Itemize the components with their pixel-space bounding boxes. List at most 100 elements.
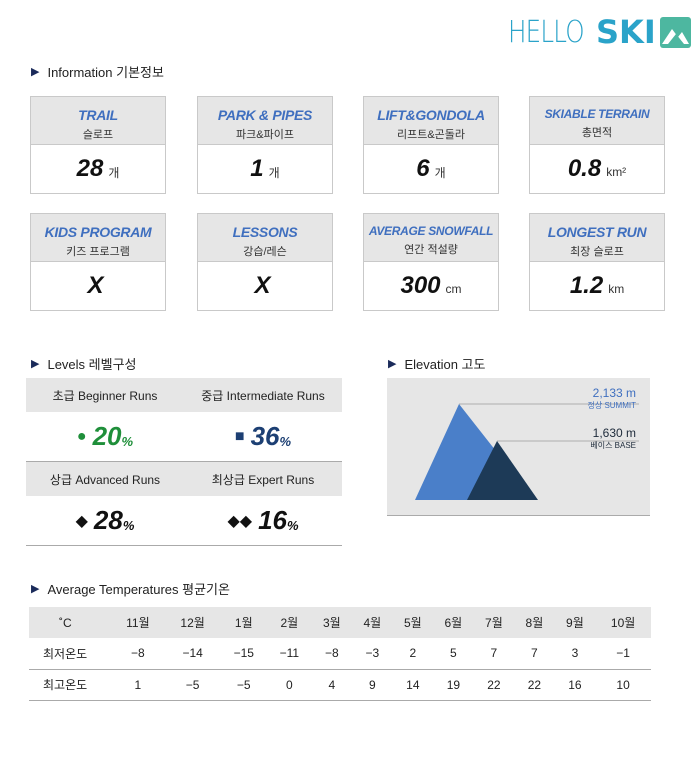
card-ko-label: 연간 적설량 (404, 244, 458, 256)
month-header: 6월 (444, 616, 463, 630)
elevation-title-text: Elevation 고도 (404, 357, 486, 372)
card-ko-label: 강습/레슨 (243, 246, 287, 258)
table-cell: −1 (616, 646, 630, 661)
elevation-mountains (415, 403, 639, 500)
blue-square-icon: ■ (234, 427, 245, 445)
card-en-label: TRAIL (78, 107, 118, 123)
info-card-trail: TRAIL 슬로프 28 개 (30, 96, 166, 194)
temperatures-title-text: Average Temperatures 평균기온 (47, 582, 230, 597)
table-cell: 2 (409, 646, 417, 661)
temperature-table: ˚C 11월 12월 1월 2월 3월 4월 5월 6월 7월 8월 9월 10… (29, 607, 651, 701)
row-label: 최고온도 (43, 678, 88, 692)
table-cell: 14 (406, 677, 420, 692)
summit-elevation: 2,133 m (592, 386, 636, 400)
info-card-skiable-terrain: SKIABLE TERRAIN 총면적 0.8 km² (529, 96, 665, 194)
levels-title-text: Levels 레벨구성 (47, 357, 137, 372)
card-en-label: LONGEST RUN (547, 224, 647, 240)
percent-sign: % (121, 434, 134, 449)
advanced-value: ◆ 28 % (26, 496, 184, 545)
month-header: 4월 (363, 616, 382, 630)
table-cell: −3 (365, 646, 380, 661)
info-section-title: ▶ Information 기본정보 (31, 62, 164, 81)
elevation-section-title: ▶ Elevation 고도 (388, 354, 485, 373)
info-title-text: Information 기본정보 (47, 65, 164, 80)
percent-sign: % (286, 518, 299, 533)
summit-caption: 정상 SUMMIT (587, 401, 637, 410)
table-cell: 0 (285, 677, 293, 692)
base-mountain-shape (467, 441, 538, 500)
levels-header-row: 초급 Beginner Runs 중급 Intermediate Runs (26, 378, 342, 412)
beginner-percent: 20 (92, 421, 122, 451)
month-header: 7월 (485, 616, 503, 630)
month-header: 5월 (403, 616, 422, 630)
card-ko-label: 슬로프 (82, 129, 114, 141)
intermediate-percent: 36 (250, 421, 280, 451)
card-ko-label: 리프트&곤돌라 (396, 129, 466, 141)
card-en-label: PARK & PIPES (217, 107, 313, 123)
expert-label: 최상급 Expert Runs (211, 472, 315, 487)
table-cell: 22 (527, 677, 542, 692)
table-row-max-temp: 최고온도 1 −5 −5 0 4 9 14 19 22 22 16 10 (29, 669, 651, 700)
table-cell: 9 (368, 677, 376, 692)
percent-sign: % (122, 518, 135, 533)
base-label: 1,630 m 베이스 BASE (590, 426, 636, 451)
table-cell: −14 (182, 646, 203, 661)
card-unit: 개 (108, 165, 120, 180)
card-en-label: AVERAGE SNOWFALL (368, 224, 494, 238)
elevation-diagram: 2,133 m 정상 SUMMIT 1,630 m 베이스 BASE (387, 378, 650, 516)
mountain-logo-icon (659, 16, 691, 48)
row-label: 최저온도 (43, 646, 88, 661)
card-value: X (254, 272, 271, 299)
advanced-label: 상급 Advanced Runs (49, 472, 161, 487)
table-cell: −5 (185, 677, 200, 692)
card-unit: 개 (268, 165, 280, 180)
temperatures-section-title: ▶ Average Temperatures 평균기온 (31, 579, 230, 598)
card-value: X (87, 272, 104, 299)
month-header: 8월 (525, 616, 544, 630)
table-cell: −15 (233, 646, 254, 661)
levels-table: 초급 Beginner Runs 중급 Intermediate Runs ● … (26, 378, 342, 546)
levels-section-title: ▶ Levels 레벨구성 (31, 354, 137, 373)
percent-sign: % (279, 434, 292, 449)
green-circle-icon: ● (76, 427, 87, 445)
info-card-average-snowfall: AVERAGE SNOWFALL 연간 적설량 300 cm (363, 213, 499, 311)
triangle-bullet-icon: ▶ (31, 358, 40, 370)
expert-value: ◆◆ 16 % (184, 496, 342, 545)
table-cell: 4 (328, 677, 336, 692)
summit-label: 2,133 m 정상 SUMMIT (588, 386, 637, 411)
card-value: 300 (400, 272, 441, 299)
month-header: 9월 (566, 616, 584, 630)
table-cell: −8 (324, 646, 339, 661)
month-header: 10월 (610, 616, 636, 630)
table-row-min-temp: 최저온도 −8 −14 −15 −11 −8 −3 2 5 7 7 3 −1 (29, 638, 651, 669)
table-cell: 10 (616, 677, 630, 692)
table-cell: 7 (531, 646, 538, 661)
card-value: 0.8 (567, 155, 602, 182)
card-en-label: LESSONS (232, 224, 298, 240)
info-card-longest-run: LONGEST RUN 최장 슬로프 1.2 km (529, 213, 665, 311)
table-cell: 22 (487, 677, 501, 692)
beginner-label: 초급 Beginner Runs (52, 388, 158, 403)
advanced-percent: 28 (93, 505, 123, 535)
month-header: 3월 (322, 616, 341, 630)
table-cell: 5 (450, 646, 457, 661)
base-elevation: 1,630 m (592, 426, 636, 440)
month-header: 11월 (126, 616, 150, 630)
card-ko-label: 총면적 (581, 127, 613, 139)
card-value: 1 (250, 155, 264, 182)
expert-percent: 16 (258, 505, 287, 535)
temperature-header-row: ˚C 11월 12월 1월 2월 3월 4월 5월 6월 7월 8월 9월 10… (29, 607, 651, 638)
table-cell: 16 (568, 677, 582, 692)
logo-hello-text: HELLO (508, 14, 585, 50)
card-value: 1.2 (569, 272, 604, 299)
month-header: 2월 (280, 616, 299, 630)
helloski-logo: HELLO SKI (508, 13, 691, 51)
card-ko-label: 키즈 프로그램 (66, 246, 130, 258)
logo-ski-text: SKI (596, 13, 656, 51)
double-black-diamond-icon: ◆◆ (227, 512, 253, 530)
intermediate-label: 중급 Intermediate Runs (201, 388, 325, 403)
table-cell: −11 (279, 646, 300, 661)
month-header: 1월 (234, 616, 253, 630)
levels-header-row: 상급 Advanced Runs 최상급 Expert Runs (26, 462, 342, 496)
